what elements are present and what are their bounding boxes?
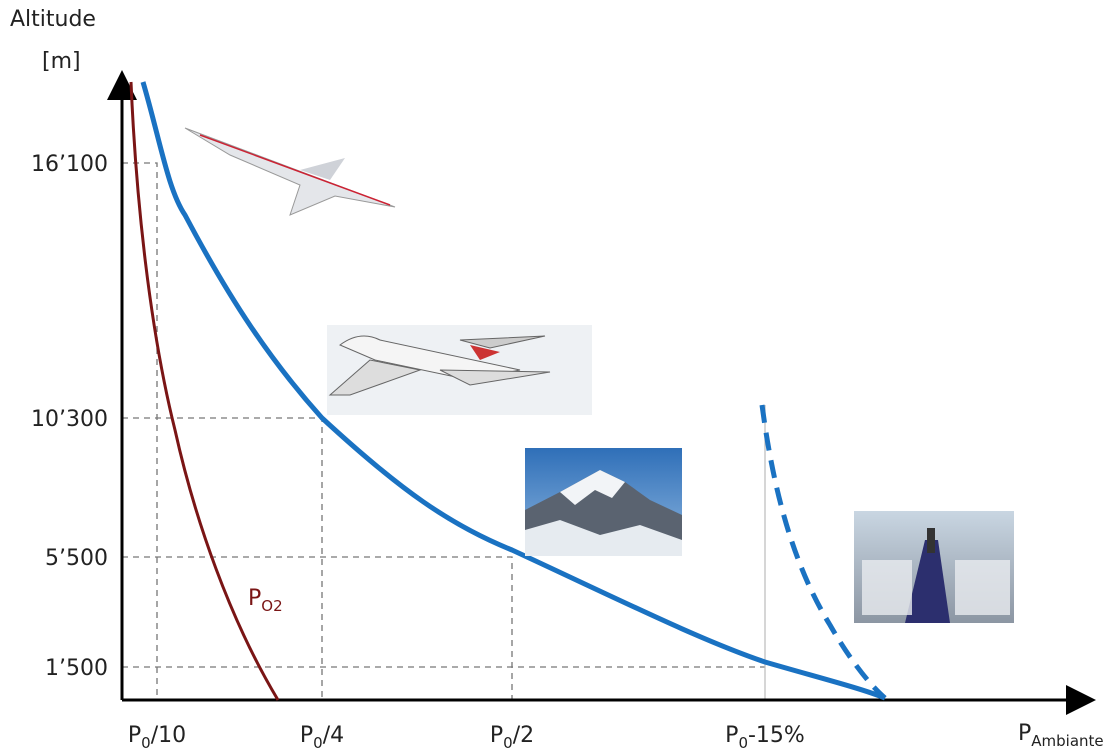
x-tick-label-sub: 0	[503, 734, 513, 752]
x-tick-label-main: P	[725, 723, 738, 748]
guide	[122, 163, 157, 700]
x-tick-label-main: P	[128, 723, 141, 748]
diagram: Altitude [m] 16’100 10’300 5’500 1’500	[0, 0, 1114, 752]
y-axis-unit: [m]	[42, 49, 81, 74]
y-tick-label: 1’500	[45, 656, 108, 681]
y-tick-label: 16’100	[31, 152, 108, 177]
x-axis-label-sub: Ambiante	[1031, 732, 1103, 750]
x-tick-label-rest: /4	[323, 723, 344, 748]
curve-label-sub: O2	[261, 597, 282, 615]
x-tick-label: P0/10	[128, 723, 186, 752]
x-tick-label-main: P	[490, 723, 503, 748]
cabin-image	[854, 511, 1014, 623]
curve-label-main: P	[248, 586, 261, 611]
airliner-image	[327, 325, 592, 415]
y-axis-label: Altitude	[10, 7, 96, 32]
x-tick-label-rest: /10	[151, 723, 186, 748]
guide	[122, 418, 322, 700]
everest-image	[525, 448, 682, 556]
x-tick-label: P0/2	[490, 723, 534, 752]
x-tick-label: P0/4	[300, 723, 344, 752]
y-tick-label: 10’300	[31, 407, 108, 432]
x-tick-label-sub: 0	[313, 734, 323, 752]
curve-label: PO2	[248, 586, 283, 615]
x-tick-label-rest: /2	[513, 723, 534, 748]
concorde-image	[185, 128, 395, 215]
y-tick-label: 5’500	[45, 546, 108, 571]
x-tick-label-main: P	[300, 723, 313, 748]
guide	[122, 557, 512, 700]
x-axis-label: PAmbiante	[1018, 721, 1104, 750]
x-tick-label-sub: 0	[738, 734, 748, 752]
x-tick-label-sub: 0	[141, 734, 151, 752]
x-axis-label-main: P	[1018, 721, 1031, 746]
x-tick-label-rest: -15%	[748, 723, 805, 748]
x-tick-label: P0-15%	[725, 723, 805, 752]
